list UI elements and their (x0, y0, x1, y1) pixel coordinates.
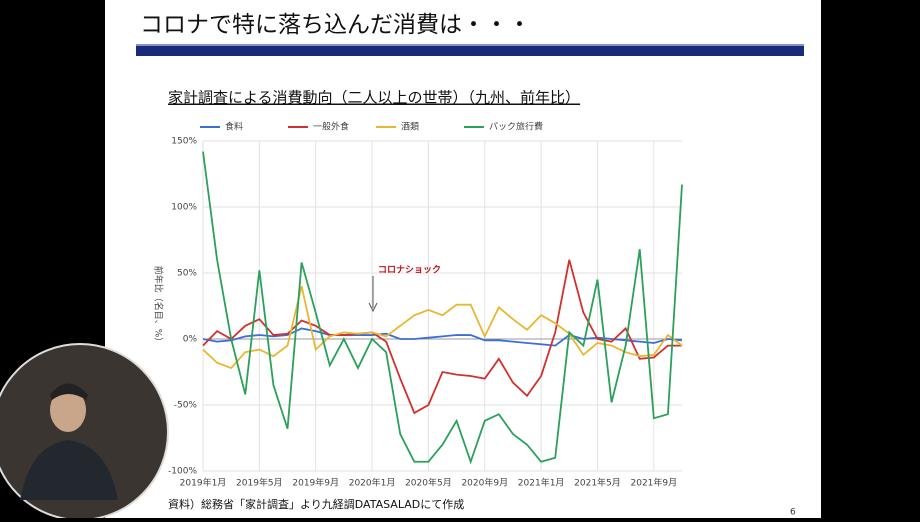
page-number: 6 (790, 508, 796, 518)
series-line (202, 151, 683, 465)
x-tick-label: 2019年5月 (236, 477, 283, 489)
y-tick-label: -50% (174, 401, 198, 411)
annotation: コロナショック (378, 265, 441, 276)
y-tick-label: 0% (183, 335, 198, 345)
legend-label: パック旅行費 (489, 121, 543, 133)
x-tick-label: 2021年9月 (631, 477, 678, 489)
series-line (202, 327, 683, 347)
annotation-arrowhead (368, 302, 378, 313)
slide-title: コロナで特に落ち込んだ消費は・・・ (140, 12, 531, 38)
y-tick-label: 100% (171, 203, 197, 213)
x-tick-label: 2021年5月 (574, 477, 621, 489)
title-bar (136, 46, 804, 56)
y-tick-label: -100% (168, 467, 197, 477)
person-head (50, 388, 86, 432)
x-tick-label: 2021年1月 (518, 477, 565, 489)
y-axis-label: 前年比（名目、%） (153, 266, 165, 347)
person-hair (50, 383, 88, 400)
legend-label: 一般外食 (313, 121, 349, 133)
legend-label: 酒類 (401, 122, 419, 133)
plot: -100% -50% 0% 50% 100% 150% 2019年1月 2019年5月 2019… (168, 121, 683, 489)
chart-title: 家計調査による消費動向（二人以上の世帯）（九州、前年比） (168, 89, 580, 107)
y-tick-label: 50% (177, 269, 197, 279)
x-tick-label: 2019年1月 (180, 477, 227, 489)
slide (105, 0, 821, 518)
legend-label: 食料 (225, 121, 243, 133)
x-tick-label: 2020年9月 (461, 477, 508, 489)
x-tick-label: 2020年5月 (405, 477, 452, 489)
series-line (202, 259, 682, 415)
title-bar-top (136, 44, 804, 46)
person-body (20, 440, 118, 500)
x-tick-label: 2020年1月 (349, 477, 396, 489)
series-line (202, 285, 683, 370)
x-tick-label: 2019年9月 (292, 477, 339, 489)
webcam (0, 343, 169, 521)
y-tick-label: 150% (171, 137, 197, 147)
source: 資料）総務省「家計調査」より九経調DATASALADにて作成 (168, 497, 464, 511)
